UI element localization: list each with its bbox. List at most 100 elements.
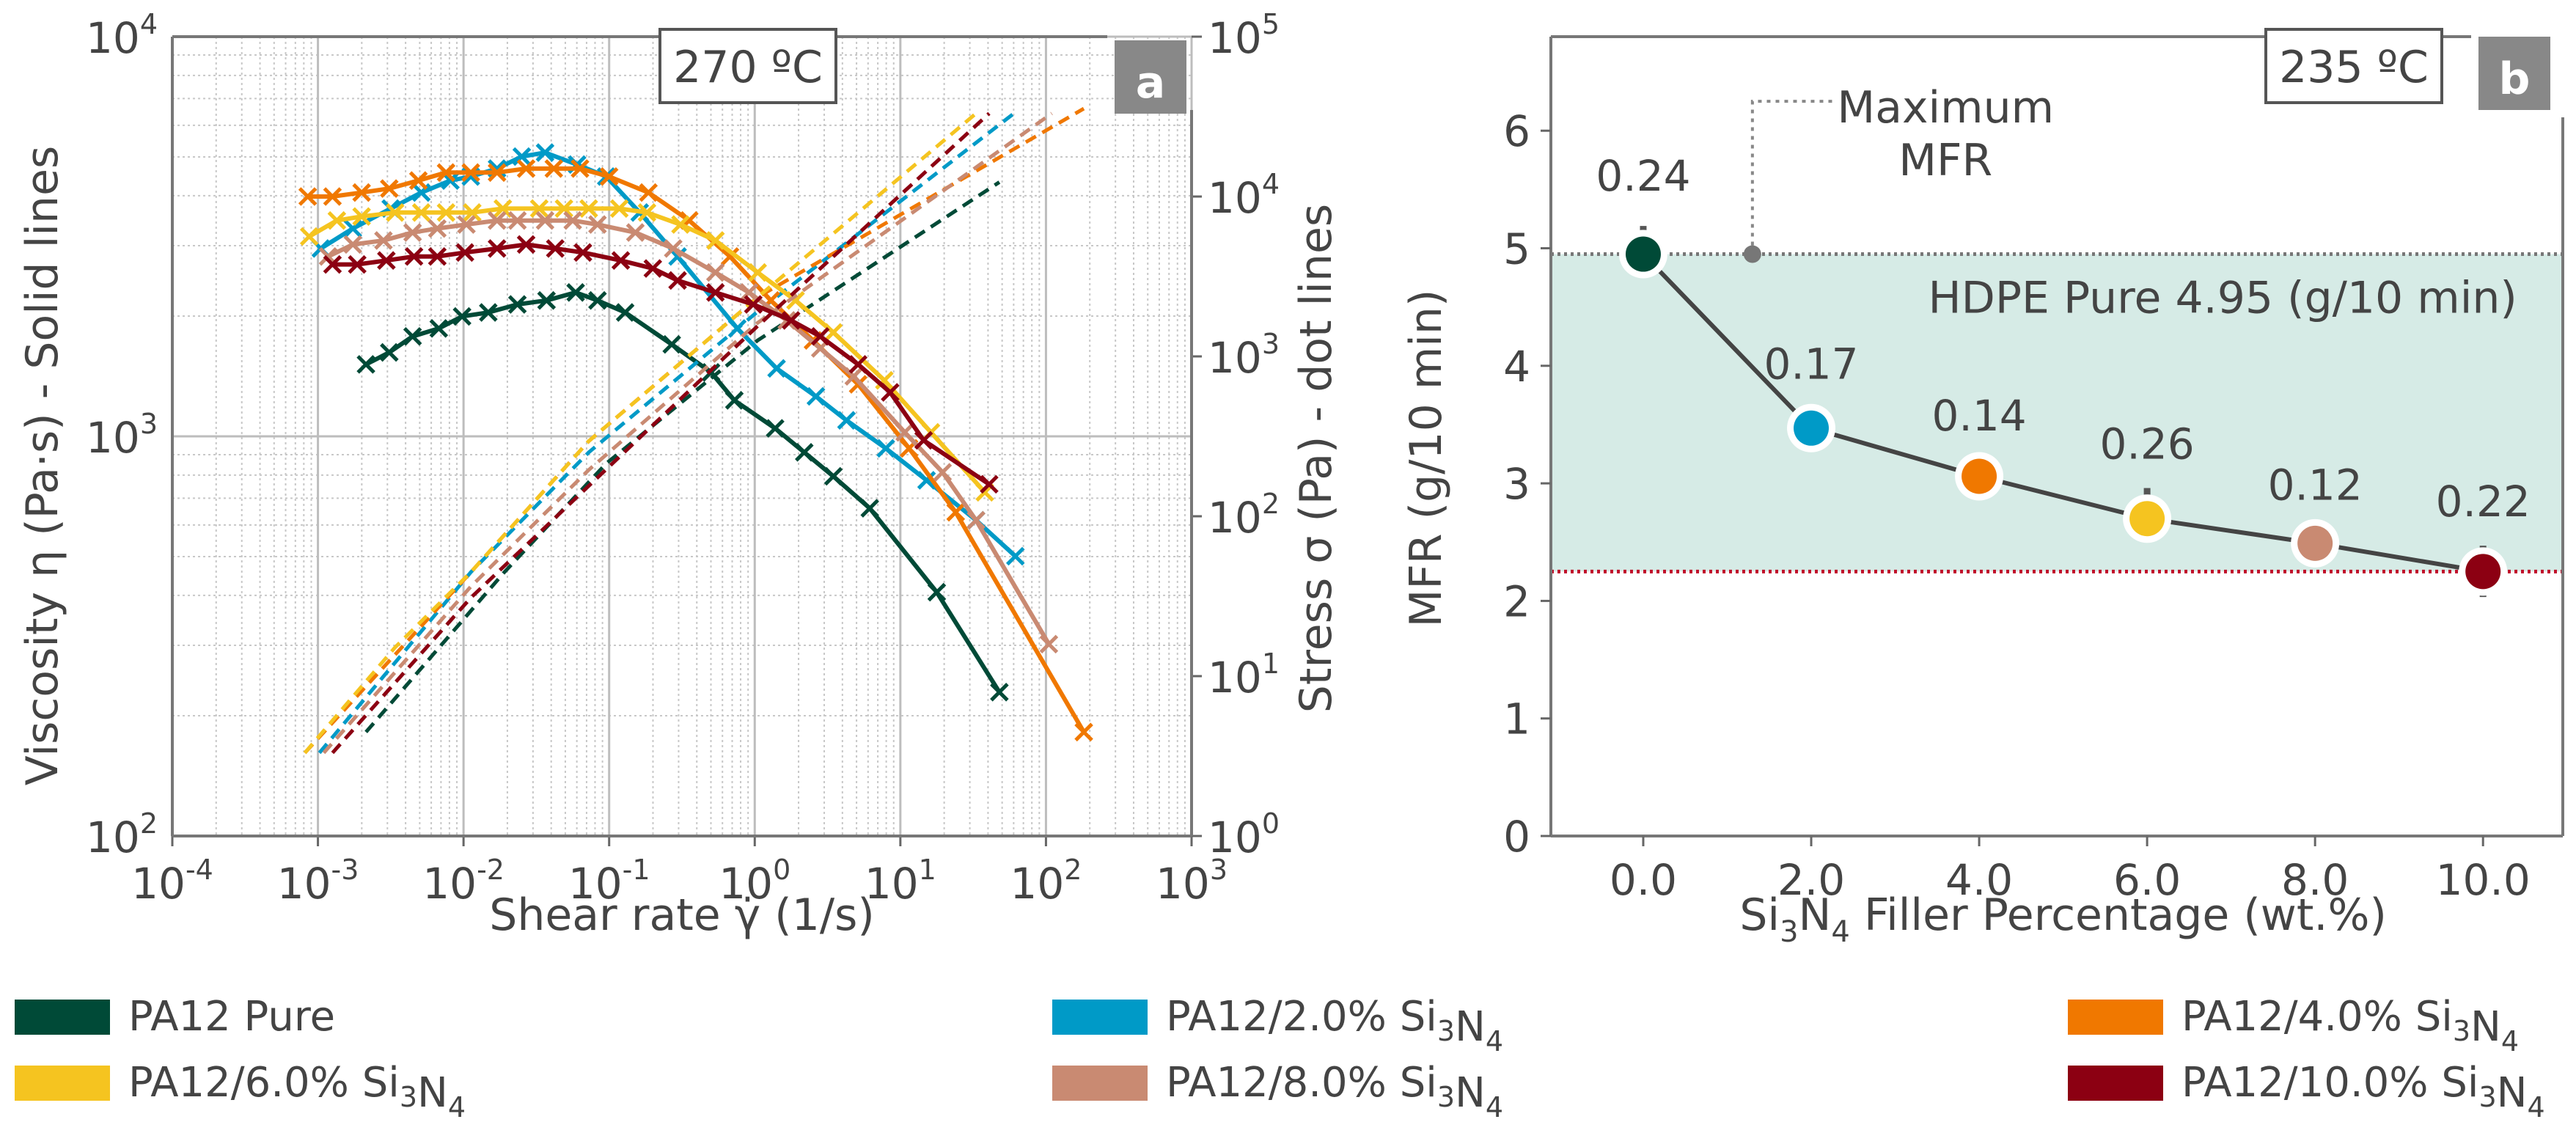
data-point	[2297, 525, 2333, 561]
tick-base: 10	[131, 859, 186, 909]
x-axis-label-part: Si	[1739, 890, 1780, 941]
x-tick-label: 100	[719, 854, 790, 909]
legend-label: PA12/2.0% Si3N4	[1166, 993, 1503, 1057]
legend-formula-element: Si	[2415, 993, 2453, 1041]
data-point-x-marker	[639, 183, 658, 202]
legend-item: PA12/6.0% Si3N4	[15, 1059, 466, 1123]
data-point-x-marker	[463, 203, 482, 222]
x-tick-label: 10-4	[131, 854, 213, 909]
x-tick-label: 10-2	[422, 854, 504, 909]
x-tick-label: 102	[1010, 854, 1082, 909]
x-axis-label-part: N	[1799, 890, 1832, 941]
legend-item: PA12/4.0% Si3N4	[2068, 993, 2519, 1057]
y-tick-label: 3	[1503, 459, 1530, 509]
data-point	[1794, 410, 1830, 446]
data-point-x-marker	[579, 199, 598, 219]
tick-base: 10	[568, 859, 623, 909]
legend-formula-element: N	[2470, 1003, 2501, 1051]
legend-formula-subscript: 3	[2453, 1015, 2470, 1047]
data-point-x-marker	[795, 443, 814, 462]
data-point-x-marker	[327, 210, 347, 230]
tick-exponent: 3	[1210, 854, 1228, 886]
legend-formula-element: Si	[1400, 1059, 1437, 1107]
tick-exponent: 2	[140, 807, 158, 840]
legend-label: PA12/10.0% Si3N4	[2181, 1059, 2545, 1123]
data-point-x-marker	[844, 367, 864, 386]
data-point-x-marker	[739, 283, 759, 302]
data-point-x-marker	[343, 235, 362, 254]
viscosity-line	[364, 290, 1002, 694]
tick-base: 10	[1156, 859, 1210, 909]
data-point-x-marker	[488, 210, 507, 230]
data-point-x-marker	[488, 163, 507, 183]
data-point-x-marker	[724, 391, 744, 410]
legend-label-text: PA12/8.0%	[1166, 1059, 1400, 1107]
tick-base: 10	[1208, 173, 1262, 223]
data-point-x-marker	[436, 163, 456, 183]
panel-label-box	[2478, 37, 2550, 110]
x-tick-label: 101	[865, 854, 936, 909]
legend-formula-element: Si	[1400, 993, 1437, 1041]
x-axis-label: Shear rate γ̇ (1/s)	[489, 890, 875, 941]
legend-label: PA12/8.0% Si3N4	[1166, 1059, 1503, 1123]
data-point-x-marker	[933, 463, 953, 482]
y-tick-label: 1	[1503, 694, 1530, 744]
legend-label: PA12/6.0% Si3N4	[128, 1059, 466, 1123]
legend-label-text: PA12/2.0%	[1166, 993, 1400, 1041]
data-point-x-marker	[404, 246, 424, 266]
data-point-x-marker	[810, 326, 830, 346]
legend-formula-element: N	[1455, 1003, 1486, 1051]
temperature-label: 235 ºC	[2279, 42, 2429, 93]
tick-exponent: 3	[1262, 328, 1280, 360]
x-tick-label: 103	[1156, 854, 1228, 909]
legend-formula-element: N	[417, 1069, 448, 1117]
data-point	[2129, 501, 2165, 537]
y-tick-label: 6	[1503, 106, 1530, 156]
data-point-x-marker	[705, 231, 725, 250]
data-point-x-marker	[343, 219, 362, 238]
panel-label: a	[1136, 57, 1166, 109]
error-label: 0.14	[1931, 391, 2026, 441]
y-axis-label: MFR (g/10 min)	[1401, 290, 1452, 628]
data-point-x-marker	[457, 215, 476, 234]
data-point-x-marker	[767, 359, 786, 378]
legend-formula-subscript: 3	[1437, 1081, 1455, 1113]
tick-exponent: -1	[623, 854, 650, 886]
data-point-x-marker	[356, 355, 375, 374]
data-point-x-marker	[914, 430, 933, 450]
error-label: 0.17	[1764, 339, 1858, 389]
mfr-trend-line	[1641, 252, 2484, 574]
data-point-x-marker	[488, 239, 507, 258]
y-tick-label: 5	[1503, 224, 1530, 274]
data-point-x-marker	[860, 499, 879, 518]
y2-tick-label: 105	[1208, 8, 1280, 63]
data-point-x-marker	[946, 502, 966, 522]
data-point-x-marker	[408, 171, 428, 190]
stress-dashed-line	[331, 111, 991, 755]
data-point-x-marker	[507, 210, 527, 230]
data-point-x-marker	[554, 199, 573, 219]
stress-dashed-line	[303, 111, 977, 755]
data-point-x-marker	[599, 166, 619, 186]
legend-label: PA12/4.0% Si3N4	[2181, 993, 2519, 1057]
tick-exponent: -3	[331, 854, 359, 886]
data-point-x-marker	[611, 251, 631, 270]
legend-label: PA12 Pure	[128, 993, 335, 1041]
data-point	[1625, 236, 1661, 272]
error-label: 0.12	[2268, 461, 2363, 510]
data-point-x-marker	[516, 235, 536, 254]
hdpe-reference-label: HDPE Pure 4.95 (g/10 min)	[1929, 273, 2517, 324]
tick-base: 10	[1208, 333, 1262, 383]
data-point-x-marker	[823, 466, 843, 486]
data-point-x-marker	[588, 290, 607, 310]
series-3	[299, 111, 994, 755]
stress-dashed-line	[322, 111, 1053, 755]
y-tick-label: 2	[1503, 576, 1530, 626]
data-point-x-marker	[966, 510, 986, 530]
legend-formula-subscript: 4	[1486, 1091, 1503, 1123]
data-point-x-marker	[664, 239, 683, 258]
data-point-x-marker	[917, 471, 936, 490]
x-tick-label: 4.0	[1945, 855, 2013, 905]
tick-exponent: -2	[477, 854, 504, 886]
tick-exponent: -4	[186, 854, 213, 886]
